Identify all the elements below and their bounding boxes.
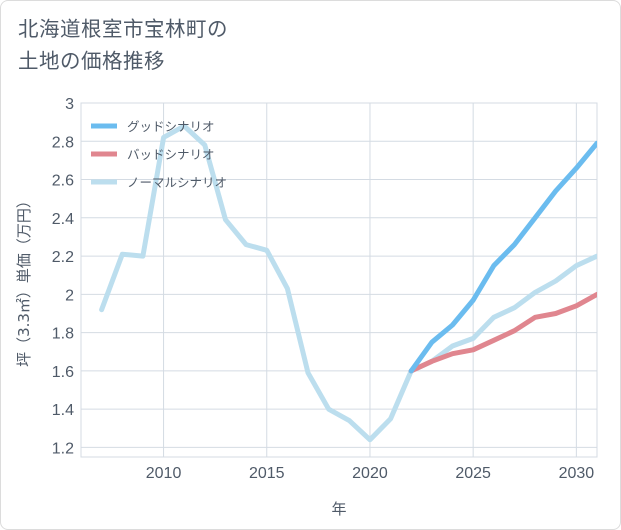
y-tick-label: 2 [65,287,74,304]
axis-ticks: 2010 2015 2020 2025 2030 1.2 1.4 1.6 1.8 2 2.2 2.4 2… [52,96,595,482]
y-axis-label: 坪（3.3㎡）単価（万円） [15,193,33,367]
chart-title: 北海道根室市宝林町の 土地の価格推移 [18,13,228,77]
x-tick-label: 2025 [455,465,491,482]
y-tick-label: 1.2 [52,440,74,457]
y-tick-label: 3 [65,96,74,113]
series-line-2 [99,123,597,443]
x-tick-label: 2015 [249,465,285,482]
y-tick-label: 2.2 [52,249,74,266]
y-tick-label: 1.6 [52,364,74,381]
y-tick-label: 2.6 [52,173,74,190]
y-tick-label: 2.8 [52,134,74,151]
x-tick-label: 2010 [146,465,182,482]
legend-label: ノーマルシナリオ [127,175,227,190]
legend-label: バッドシナリオ [127,147,215,162]
series-line-0 [408,140,597,374]
series-line-1 [408,291,597,374]
y-tick-label: 1.4 [52,402,74,419]
x-tick-label: 2030 [559,465,595,482]
chart-title-line-2: 土地の価格推移 [18,49,165,73]
chart-title-line-1: 北海道根室市宝林町の [18,17,228,41]
x-axis-label: 年 [331,500,346,518]
x-tick-label: 2020 [352,465,388,482]
series-lines [99,123,597,443]
y-tick-label: 2.4 [52,211,74,228]
legend-label: グッドシナリオ [127,119,215,134]
grid [80,102,598,458]
y-tick-label: 1.8 [52,326,74,343]
